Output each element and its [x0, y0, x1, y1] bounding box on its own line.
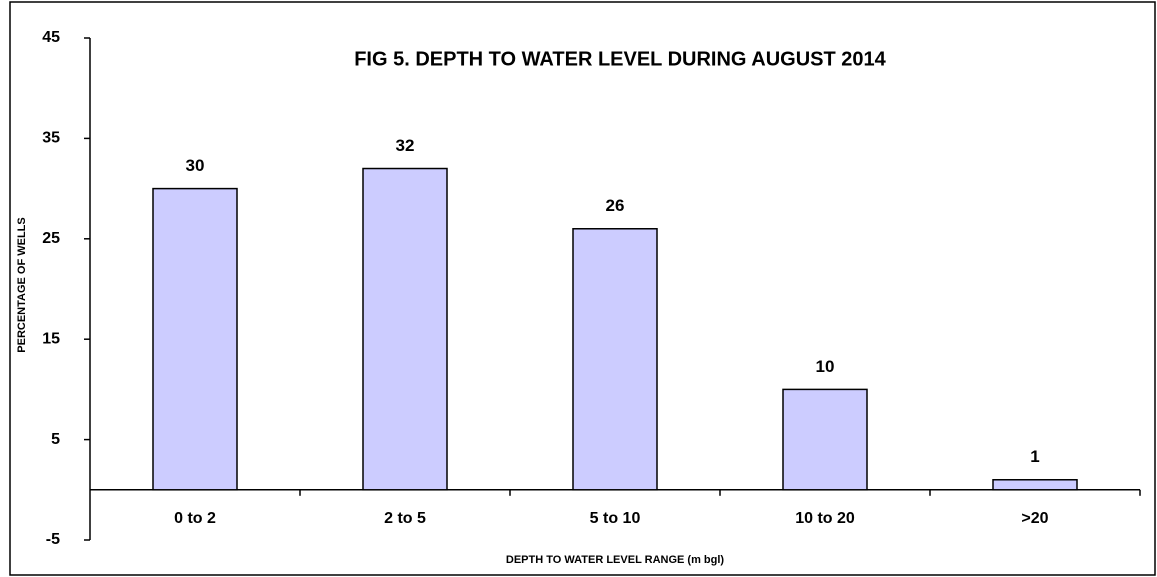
- data-label: 32: [396, 136, 415, 155]
- data-label: 10: [816, 357, 835, 376]
- bar: [782, 388, 868, 491]
- y-tick-label: -5: [46, 531, 60, 548]
- y-tick-label: 15: [42, 330, 60, 347]
- chart-title: FIG 5. DEPTH TO WATER LEVEL DURING AUGUS…: [354, 48, 886, 70]
- x-tick-label: 0 to 2: [174, 510, 216, 527]
- y-tick-label: 5: [51, 431, 60, 448]
- y-tick-label: 35: [42, 130, 60, 147]
- y-tick-label: 45: [42, 29, 60, 46]
- data-label: 30: [186, 156, 205, 175]
- y-tick-label: 25: [42, 230, 60, 247]
- x-tick-label: 5 to 10: [590, 510, 641, 527]
- x-tick-label: >20: [1021, 510, 1048, 527]
- x-tick-label: 10 to 20: [795, 510, 855, 527]
- y-axis-label: PERCENTAGE OF WELLS: [16, 217, 28, 352]
- data-label: 1: [1030, 447, 1039, 466]
- bar: [572, 228, 658, 491]
- x-tick-label: 2 to 5: [384, 510, 426, 527]
- data-label: 26: [606, 196, 625, 215]
- bar: [992, 479, 1078, 491]
- x-axis-label: DEPTH TO WATER LEVEL RANGE (m bgl): [506, 554, 725, 566]
- bar: [152, 187, 238, 491]
- bar: [362, 167, 448, 491]
